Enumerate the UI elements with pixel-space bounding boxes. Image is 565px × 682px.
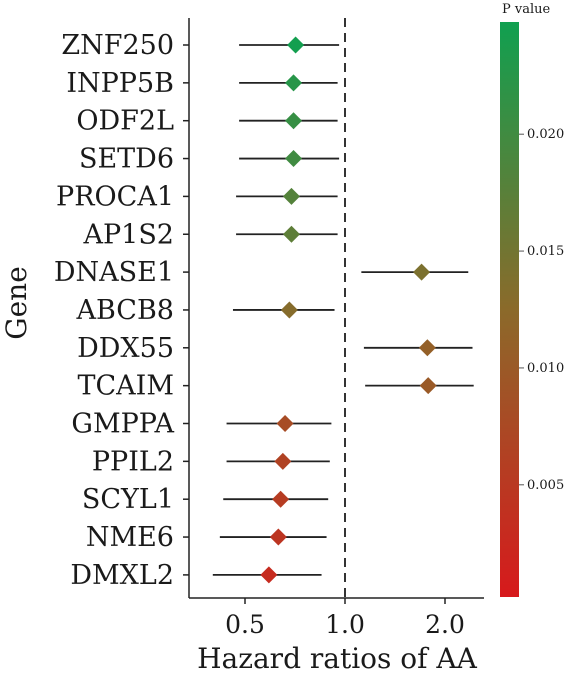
forest-row: DDX55	[77, 333, 473, 364]
hazard-ratio-marker	[282, 187, 300, 205]
forest-row: SCYL1	[82, 484, 329, 515]
gene-label: ABCB8	[75, 295, 174, 326]
x-axis-ticks: 0.5 1.0 2.0	[225, 598, 465, 639]
forest-row: SETD6	[79, 144, 340, 175]
forest-row: ABCB8	[75, 295, 335, 326]
legend-ticks: 0.005 0.010 0.015 0.020	[519, 127, 564, 493]
hazard-ratio-marker	[285, 112, 303, 130]
gene-label: DDX55	[77, 333, 174, 364]
hazard-ratio-marker	[287, 36, 305, 54]
hazard-ratio-marker	[269, 528, 287, 546]
hazard-ratio-marker	[285, 150, 303, 168]
forest-row: NME6	[86, 522, 327, 553]
legend-title: P value	[502, 2, 551, 17]
forest-row: ZNF250	[61, 30, 340, 61]
gene-label: DNASE1	[54, 257, 174, 288]
hazard-ratio-marker	[419, 377, 437, 395]
x-axis-title: Hazard ratios of AA	[197, 642, 478, 675]
forest-rows: ZNF250 INPP5B ODF2L SETD6 PROCA1 AP1S2 DNASE1 A…	[54, 30, 474, 591]
forest-row: ODF2L	[76, 106, 338, 137]
forest-row: PROCA1	[56, 181, 338, 212]
gene-label: SCYL1	[82, 484, 174, 515]
gene-label: ODF2L	[76, 106, 174, 137]
gene-label: ZNF250	[61, 30, 174, 61]
hazard-ratio-marker	[413, 263, 431, 281]
gene-label: PROCA1	[56, 181, 174, 212]
gene-label: TCAIM	[78, 371, 174, 402]
gene-label: SETD6	[79, 144, 174, 175]
x-tick-label: 0.5	[225, 610, 265, 639]
hazard-ratio-marker	[272, 490, 290, 508]
x-tick-label: 1.0	[325, 610, 365, 639]
hazard-ratio-marker	[276, 415, 294, 432]
forest-row: DMXL2	[70, 560, 322, 591]
hazard-ratio-marker	[274, 452, 292, 470]
forest-row: INPP5B	[66, 68, 338, 99]
legend-tick-label: 0.005	[527, 478, 564, 493]
legend-colorbar	[500, 22, 519, 597]
legend-tick-label: 0.015	[527, 244, 564, 259]
hazard-ratio-marker	[280, 301, 298, 319]
p-value-legend: P value 0.005 0.010 0.015 0.020	[500, 2, 564, 597]
hazard-ratio-marker	[282, 225, 300, 243]
forest-row: AP1S2	[82, 219, 338, 250]
gene-label: NME6	[86, 522, 174, 553]
forest-row: PPIL2	[92, 446, 330, 477]
gene-label: AP1S2	[82, 219, 174, 250]
gene-label: PPIL2	[92, 446, 174, 477]
gene-label: INPP5B	[66, 68, 174, 99]
forest-row: TCAIM	[78, 371, 474, 402]
gene-label: DMXL2	[70, 560, 174, 591]
forest-row: DNASE1	[54, 257, 469, 288]
legend-tick-label: 0.010	[527, 361, 564, 376]
y-axis-title: Gene	[0, 266, 33, 340]
forest-row: GMPPA	[71, 409, 332, 440]
hazard-ratio-marker	[418, 339, 436, 357]
gene-label: GMPPA	[71, 409, 174, 440]
legend-tick-label: 0.020	[527, 127, 564, 142]
x-tick-label: 2.0	[425, 610, 465, 639]
hazard-ratio-marker	[260, 566, 278, 584]
hazard-ratio-marker	[285, 74, 303, 92]
